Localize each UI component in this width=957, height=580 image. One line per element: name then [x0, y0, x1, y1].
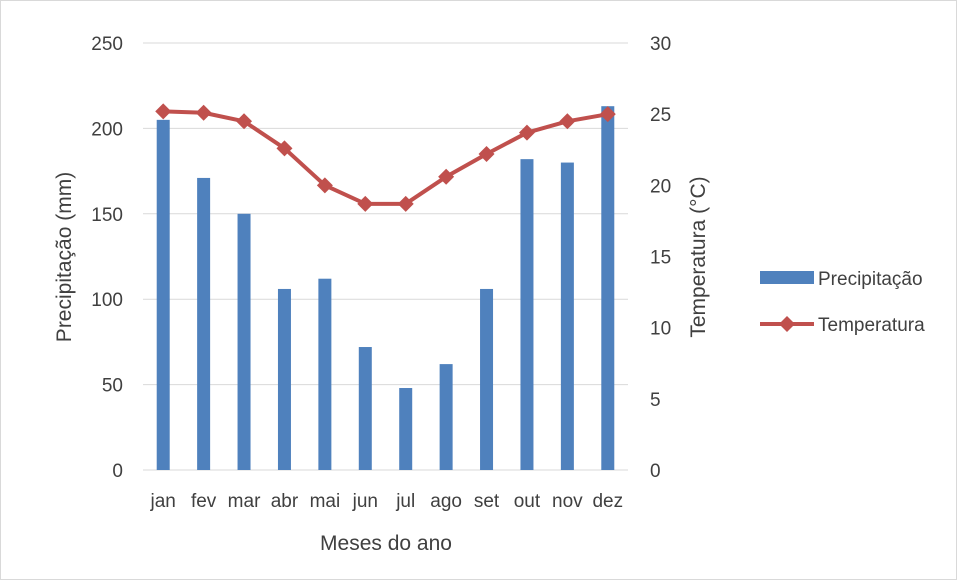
legend: Precipitação Temperatura — [760, 269, 925, 336]
left-axis-tick-label: 0 — [112, 461, 123, 482]
marker-abr — [276, 140, 293, 157]
bar-jun — [358, 347, 372, 470]
gridlines — [143, 42, 628, 471]
legend-label-precipitacao: Precipitação — [818, 269, 923, 290]
x-axis-tick-label: fev — [191, 491, 217, 512]
left-axis-tick-label: 100 — [91, 290, 123, 311]
marker-dez — [599, 106, 616, 123]
x-axis-tick-label: mar — [228, 491, 261, 512]
marker-out — [518, 124, 535, 141]
x-axis-tick-label: nov — [552, 491, 583, 512]
marker-jun — [357, 195, 374, 212]
bar-ago — [439, 364, 453, 470]
bar-fev — [197, 177, 211, 470]
marker-jan — [155, 103, 172, 120]
temperature-line — [163, 109, 609, 206]
bar-mai — [318, 278, 332, 470]
right-axis-tick-label: 0 — [650, 461, 661, 482]
left-axis-ticks: 0 50 100 150 200 250 — [91, 34, 123, 482]
bar-jan — [156, 119, 170, 471]
right-axis-ticks: 0 5 10 15 20 25 30 — [650, 34, 671, 482]
marker-jul — [397, 195, 414, 212]
temperature-line-series — [163, 109, 609, 206]
x-axis-tick-label: out — [514, 491, 541, 512]
legend-marker-temperatura — [779, 316, 795, 332]
marker-nov — [559, 113, 576, 130]
x-axis-tick-label: jan — [150, 491, 176, 512]
bar-nov — [560, 162, 574, 470]
bar-dez — [601, 106, 615, 471]
left-axis-tick-label: 50 — [102, 376, 123, 397]
left-axis-tick-label: 150 — [91, 205, 123, 226]
marker-set — [478, 146, 495, 163]
x-axis-tick-label: mai — [310, 491, 341, 512]
precipitation-bars — [156, 106, 615, 471]
left-axis-tick-label: 250 — [91, 34, 123, 55]
bar-set — [480, 288, 494, 470]
right-axis-tick-label: 25 — [650, 105, 671, 126]
x-axis-tick-label: dez — [592, 491, 623, 512]
legend-label-temperatura: Temperatura — [818, 315, 925, 336]
x-axis-ticks: jan fev mar abr mai jun jul ago set out nov dez — [150, 491, 624, 512]
marker-mai — [316, 177, 333, 194]
temperature-markers — [155, 103, 616, 212]
marker-mar — [236, 113, 253, 130]
bar-out — [520, 159, 534, 471]
x-axis-tick-label: ago — [430, 491, 462, 512]
bar-abr — [277, 288, 291, 470]
right-axis-tick-label: 30 — [650, 34, 671, 55]
bar-jul — [399, 388, 413, 470]
marker-fev — [195, 104, 212, 121]
right-axis-title: Temperatura (°C) — [687, 176, 710, 337]
left-axis-title: Precipitação (mm) — [53, 172, 76, 342]
legend-swatch-precipitacao — [760, 271, 814, 284]
bar-mar — [237, 213, 251, 471]
x-axis-title: Meses do ano — [320, 532, 452, 555]
x-axis-tick-label: jun — [352, 491, 378, 512]
x-axis-tick-label: jul — [395, 491, 415, 512]
right-axis-tick-label: 5 — [650, 390, 661, 411]
right-axis-tick-label: 20 — [650, 176, 671, 197]
x-axis-tick-label: set — [474, 491, 500, 512]
right-axis-tick-label: 10 — [650, 319, 671, 340]
left-axis-tick-label: 200 — [91, 119, 123, 140]
x-axis-tick-label: abr — [271, 491, 299, 512]
marker-ago — [438, 168, 455, 185]
right-axis-tick-label: 15 — [650, 248, 671, 269]
